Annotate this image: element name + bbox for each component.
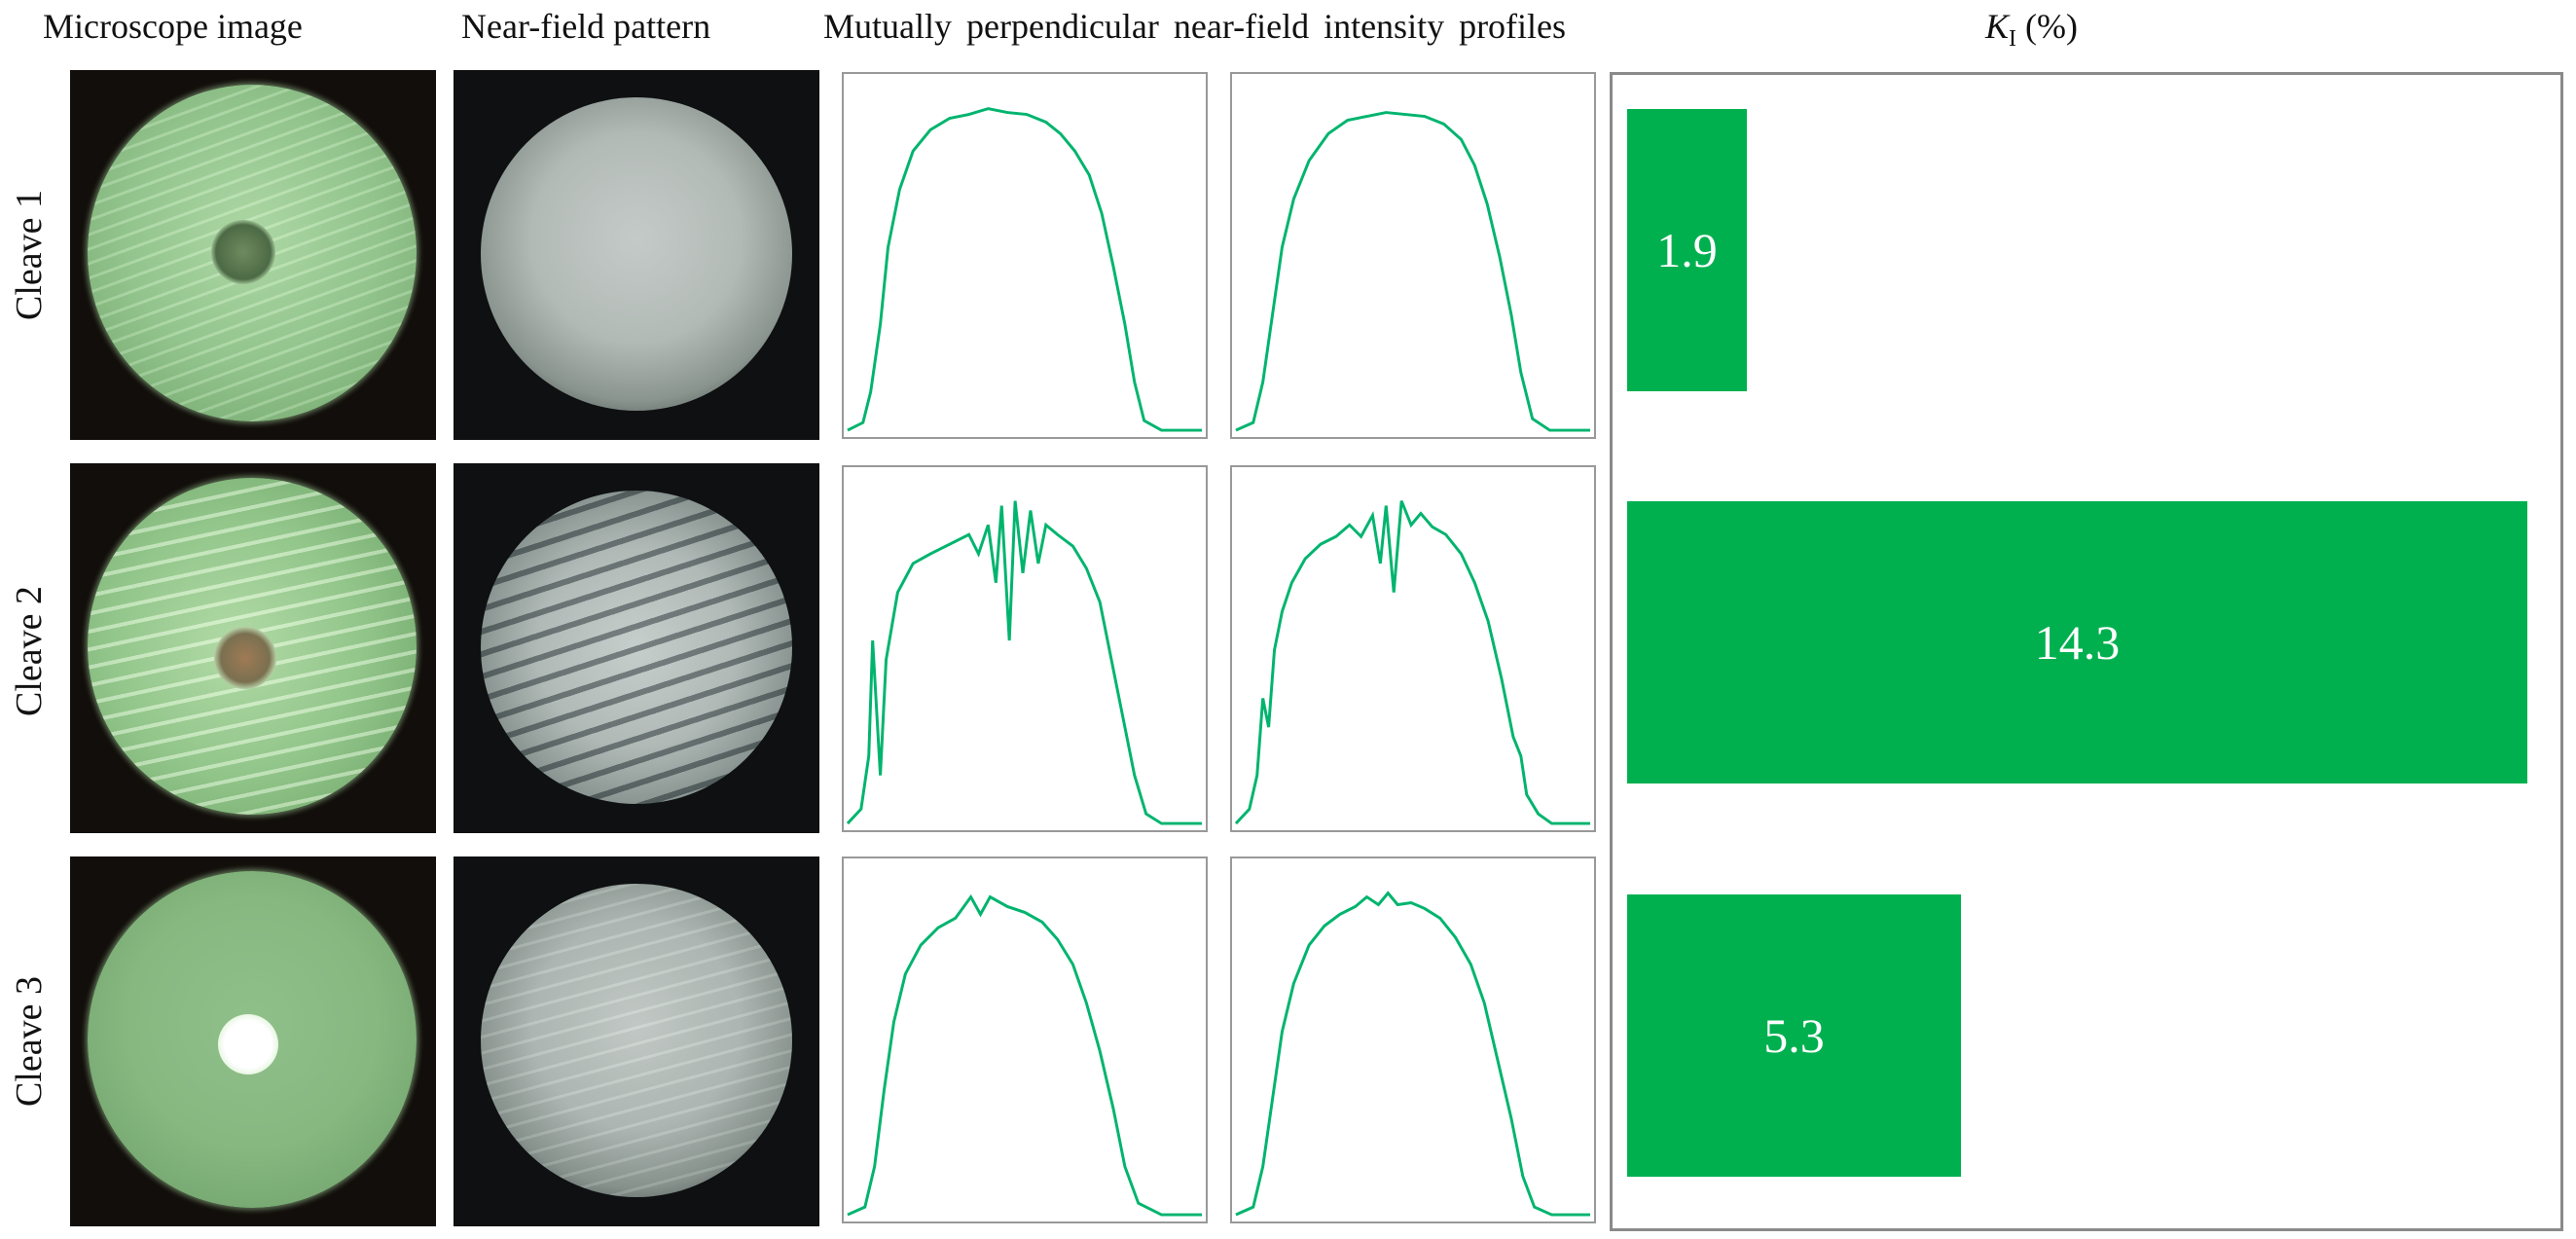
profile-curve (847, 893, 1203, 1217)
intensity-profile-1-cleave-1 (842, 72, 1208, 439)
fiber-core (218, 1014, 278, 1075)
profile-curve (846, 500, 1203, 825)
profile-curve (1235, 111, 1591, 432)
near-field-spot (481, 491, 792, 804)
near-field-pattern-cleave-2 (454, 463, 819, 833)
k-bar-1: 1.9 (1627, 109, 1747, 391)
near-field-spot (481, 884, 792, 1197)
profile-curve (847, 107, 1203, 432)
microscope-image-cleave-2 (70, 463, 436, 833)
profile-curve (1234, 500, 1591, 825)
intensity-profile-2-cleave-2 (1230, 465, 1596, 832)
header-near-field-pattern: Near-field pattern (461, 7, 711, 46)
k-bar-2: 14.3 (1627, 501, 2527, 783)
header-microscope-image: Microscope image (43, 7, 303, 46)
k-bar-value-label: 14.3 (2034, 615, 2121, 670)
near-field-spot (481, 97, 792, 411)
fiber-core (211, 220, 275, 284)
k-bar-3: 5.3 (1627, 894, 1961, 1177)
row-label-cleave-3: Cleave 3 (9, 976, 50, 1108)
k-unit: (%) (2025, 7, 2078, 46)
near-field-pattern-cleave-1 (454, 70, 819, 440)
k-bar-value-label: 1.9 (1656, 223, 1718, 277)
intensity-profile-2-cleave-1 (1230, 72, 1596, 439)
intensity-profile-1-cleave-2 (842, 465, 1208, 832)
microscope-image-cleave-3 (70, 856, 436, 1226)
microscope-image-cleave-1 (70, 70, 436, 440)
k-symbol: K (1985, 7, 2010, 46)
profile-curve (1235, 891, 1591, 1217)
row-label-cleave-1: Cleave 1 (9, 190, 50, 321)
intensity-profile-2-cleave-3 (1230, 856, 1596, 1223)
header-intensity-profiles: Mutually perpendicular near-field intens… (823, 7, 1567, 46)
k-subscript: I (2009, 26, 2017, 53)
header-k-percent: KI (%) (1985, 6, 2078, 54)
fiber-core (214, 627, 276, 689)
intensity-profile-1-cleave-3 (842, 856, 1208, 1223)
k-bar-value-label: 5.3 (1763, 1008, 1825, 1063)
near-field-pattern-cleave-3 (454, 856, 819, 1226)
row-label-cleave-2: Cleave 2 (9, 586, 50, 717)
k-bar-chart: 1.9 14.3 5.3 (1610, 72, 2563, 1231)
